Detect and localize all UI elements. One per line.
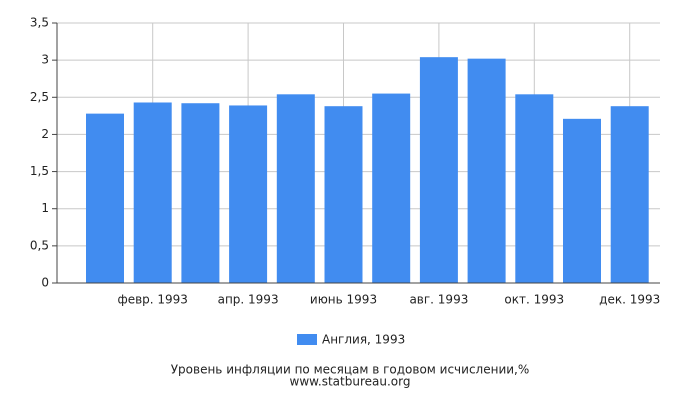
x-tick-label: авг. 1993 xyxy=(409,293,468,307)
caption: Уровень инфляции по месяцам в годовом ис… xyxy=(171,363,530,377)
y-tick-label: 2,5 xyxy=(30,90,49,104)
bar xyxy=(515,94,554,283)
source: www.statbureau.org xyxy=(290,375,411,389)
bar xyxy=(181,103,220,283)
bar xyxy=(372,93,411,283)
y-tick-label: 2 xyxy=(41,127,49,141)
y-tick-label: 0,5 xyxy=(30,238,49,252)
bar xyxy=(467,58,506,284)
y-tick-label: 1,5 xyxy=(30,164,49,178)
x-tick-label: апр. 1993 xyxy=(218,293,279,307)
y-tick-label: 0 xyxy=(41,276,49,290)
bar xyxy=(133,102,172,283)
legend-label: Англия, 1993 xyxy=(322,333,405,347)
y-tick-label: 1 xyxy=(41,201,49,215)
bar xyxy=(563,118,601,283)
x-tick-label: февр. 1993 xyxy=(117,293,188,307)
y-tick-label: 3,5 xyxy=(30,16,49,30)
x-tick-label: дек. 1993 xyxy=(599,293,660,307)
bar xyxy=(276,94,315,283)
x-tick-label: июнь 1993 xyxy=(310,293,377,307)
bar xyxy=(229,105,268,283)
legend-swatch xyxy=(297,334,317,345)
bar xyxy=(324,106,363,283)
bar xyxy=(86,113,124,283)
bar xyxy=(610,106,649,283)
x-tick-label: окт. 1993 xyxy=(504,293,564,307)
bar xyxy=(419,57,458,283)
y-tick-label: 3 xyxy=(41,53,49,67)
